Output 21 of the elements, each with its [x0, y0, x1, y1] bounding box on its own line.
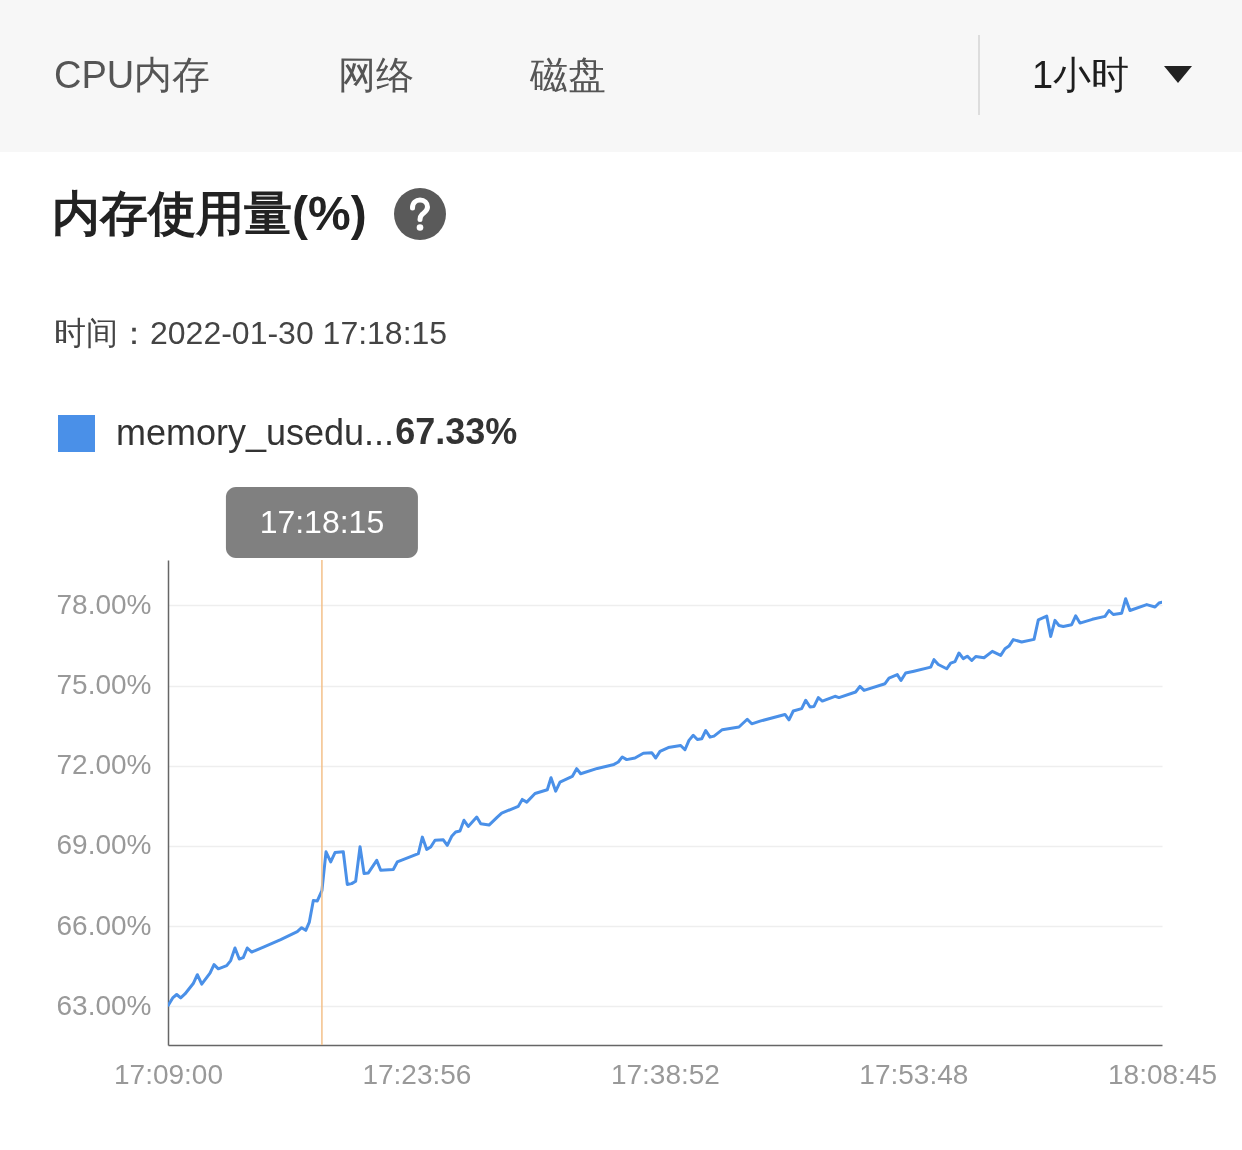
x-tick-label: 17:38:52 [610, 1058, 720, 1090]
x-tick-label: 18:08:45 [1108, 1058, 1217, 1090]
x-tick-label: 17:23:56 [362, 1058, 472, 1090]
y-tick-label: 66.00% [56, 909, 152, 941]
legend-label: memory_usedu... [116, 411, 395, 453]
x-tick-label: 17:53:48 [859, 1058, 969, 1090]
chart-title: 内存使用量(%) [52, 186, 367, 242]
y-tick-label: 72.00% [56, 749, 152, 781]
ref-line-label: 17:18:15 [259, 504, 385, 540]
chart-subtitle: 时间：2022-01-30 17:18:15 [54, 314, 448, 353]
line-series [168, 597, 1162, 1007]
y-tick-label: 75.00% [56, 669, 152, 701]
y-tick-label: 78.00% [56, 588, 152, 620]
x-tick-label: 17:09:00 [114, 1058, 223, 1090]
y-tick-label: 63.00% [56, 989, 152, 1021]
text: 网络 [338, 53, 414, 98]
text: 1小时 [1032, 53, 1130, 98]
y-tick-label: 69.00% [56, 829, 152, 861]
text: 磁盘 [530, 53, 606, 98]
text: 67.33% [395, 410, 518, 454]
text: CPU内存 [54, 53, 211, 98]
